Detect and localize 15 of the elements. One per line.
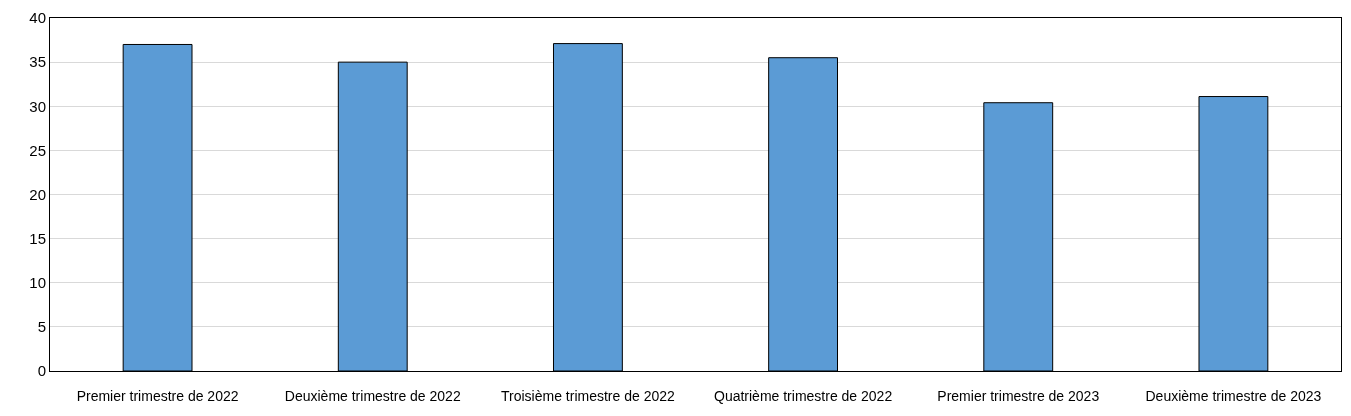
y-tick-label: 40 xyxy=(29,9,46,27)
x-tick-label: Deuxième trimestre de 2022 xyxy=(284,387,461,404)
x-tick-label: Premier trimestre de 2022 xyxy=(76,387,239,404)
x-tick-label: Quatrième trimestre de 2022 xyxy=(713,387,893,404)
y-tick-label: 15 xyxy=(29,229,46,247)
y-tick-label: 35 xyxy=(29,53,46,71)
y-tick-label: 30 xyxy=(29,97,46,115)
x-tick-label: Premier trimestre de 2023 xyxy=(937,387,1100,404)
y-tick-label: 10 xyxy=(29,274,46,291)
y-tick-label: 0 xyxy=(37,362,46,380)
x-tick-label: Troisième trimestre de 2022 xyxy=(501,387,676,404)
y-tick-label: 20 xyxy=(29,185,46,203)
y-tick-label: 25 xyxy=(29,141,46,159)
y-tick-label: 5 xyxy=(37,318,46,336)
x-tick-label: Deuxième trimestre de 2023 xyxy=(1145,387,1322,404)
